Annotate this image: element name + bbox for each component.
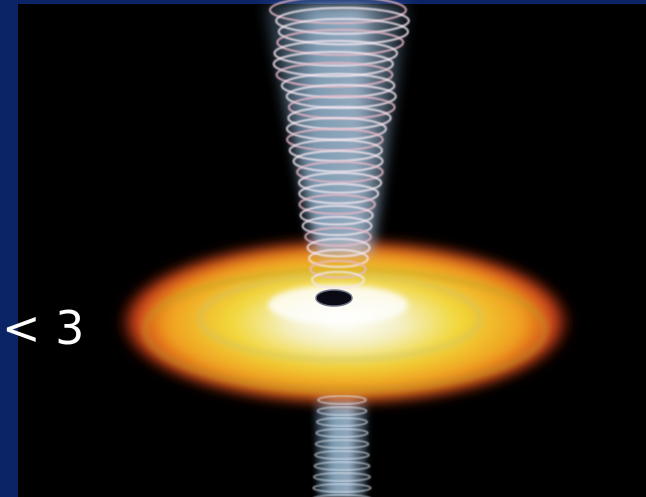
jet-ring (315, 428, 369, 438)
lower-jet (312, 380, 370, 497)
jet-ring (314, 439, 370, 449)
jet-ring (275, 6, 410, 35)
jet-ring (313, 472, 371, 482)
jet-ring (296, 160, 384, 184)
jet-ring (298, 182, 380, 205)
jet-ring (312, 483, 372, 493)
jet-ring (306, 237, 371, 258)
jet-ring (285, 83, 397, 109)
jet-ring (298, 193, 376, 215)
jet-ring (276, 28, 405, 56)
jet-ring (308, 248, 369, 268)
jet-ring (297, 171, 383, 194)
jet-ring (275, 61, 394, 88)
jet-ring (317, 395, 367, 405)
jet-ring (313, 461, 371, 471)
jet-ring (292, 149, 384, 173)
jet-ring (272, 50, 394, 78)
caption: < 3 (2, 301, 85, 355)
accretion-disk (117, 238, 573, 406)
jet-ring (314, 450, 370, 460)
jet-ring (311, 270, 365, 290)
black-hole (315, 289, 353, 307)
jet-ring (316, 417, 368, 427)
jet-ring (269, 0, 407, 25)
jet-ring (280, 72, 396, 99)
jet-ring (301, 215, 373, 237)
jet-rings (269, 0, 410, 497)
jet-ring (304, 226, 372, 247)
jet-ring (277, 17, 410, 46)
jet-ring (316, 406, 368, 416)
jet-ring (309, 259, 367, 279)
jet-ring (273, 39, 399, 67)
jet-ring (299, 204, 374, 226)
jet-ring (313, 494, 371, 497)
